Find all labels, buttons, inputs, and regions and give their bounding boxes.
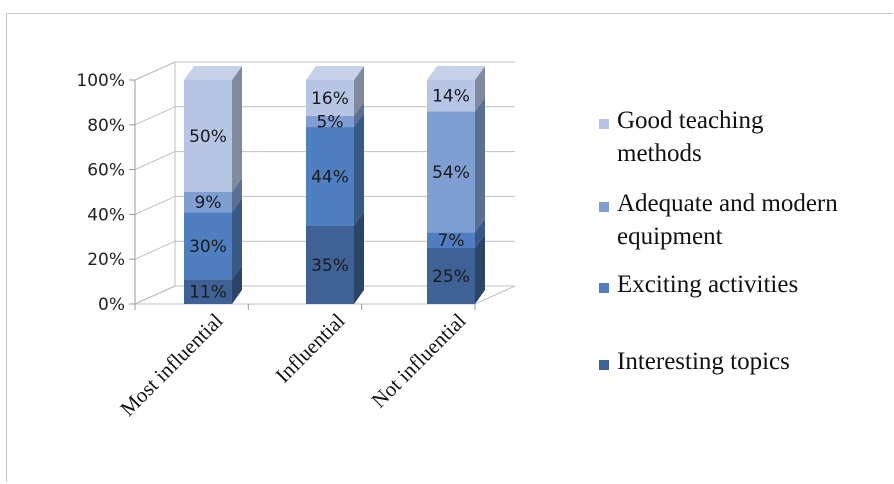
- bar-segment-side: [232, 66, 242, 192]
- data-label: 9%: [195, 193, 222, 213]
- bar-segment-side: [354, 212, 364, 304]
- y-tick-label: 40%: [87, 205, 125, 225]
- data-label: 35%: [311, 256, 349, 276]
- legend-swatch: [599, 360, 609, 370]
- side-wall: [135, 62, 175, 304]
- data-label: 50%: [189, 127, 227, 147]
- bar-segment-side: [475, 97, 485, 232]
- bar-stack-0: 11% 30% 9% 50%: [184, 66, 242, 304]
- x-category-label: Most influential: [115, 308, 227, 420]
- bar-stack-1: 35% 44% 5% 16%: [306, 66, 364, 304]
- legend-item: Interesting topics: [599, 348, 790, 375]
- legend-item: Good teaching methods: [599, 107, 764, 167]
- legend-swatch: [599, 202, 609, 212]
- data-label: 16%: [311, 89, 349, 109]
- bar-segment-side: [354, 113, 364, 226]
- legend-label: methods: [617, 140, 702, 167]
- x-category-label: Not influential: [367, 308, 471, 412]
- data-label: 5%: [317, 112, 344, 132]
- legend-item: Adequate and modern equipment: [599, 190, 838, 250]
- legend-label: Adequate and modern: [617, 190, 838, 217]
- bar-top: [306, 66, 364, 80]
- legend-swatch: [599, 119, 609, 129]
- stacked-bar-chart: 0% 20% 40% 60% 80% 100% 11% 30% 9% 50% 35% 44% 5% 16%…: [7, 14, 893, 483]
- data-label: 14%: [432, 87, 470, 107]
- data-label: 11%: [189, 283, 227, 303]
- data-label: 25%: [432, 267, 470, 287]
- x-category-label: Influential: [271, 308, 350, 387]
- y-tick-label: 100%: [76, 71, 125, 91]
- bar-segment-side: [232, 198, 242, 279]
- data-label: 7%: [438, 231, 465, 251]
- legend: Good teaching methods Adequate and modern e…: [599, 107, 838, 375]
- data-label: 54%: [432, 163, 470, 183]
- y-tick-label: 60%: [87, 161, 125, 181]
- chart-frame: 0% 20% 40% 60% 80% 100% 11% 30% 9% 50% 35% 44% 5% 16%…: [6, 13, 892, 482]
- legend-item: Exciting activities: [599, 271, 798, 298]
- data-label: 44%: [311, 167, 349, 187]
- y-tick-label: 20%: [87, 250, 125, 270]
- legend-swatch: [599, 283, 609, 293]
- y-tick-label: 80%: [87, 116, 125, 136]
- legend-label: Good teaching: [617, 107, 764, 134]
- legend-label: Interesting topics: [617, 348, 790, 375]
- bar-top: [184, 66, 242, 80]
- bar-top: [427, 66, 485, 80]
- legend-label: equipment: [617, 223, 723, 250]
- y-tick-label: 0%: [98, 295, 125, 315]
- data-label: 30%: [189, 237, 227, 257]
- legend-label: Exciting activities: [617, 271, 798, 298]
- bar-stack-2: 25% 7% 54% 14%: [427, 66, 485, 304]
